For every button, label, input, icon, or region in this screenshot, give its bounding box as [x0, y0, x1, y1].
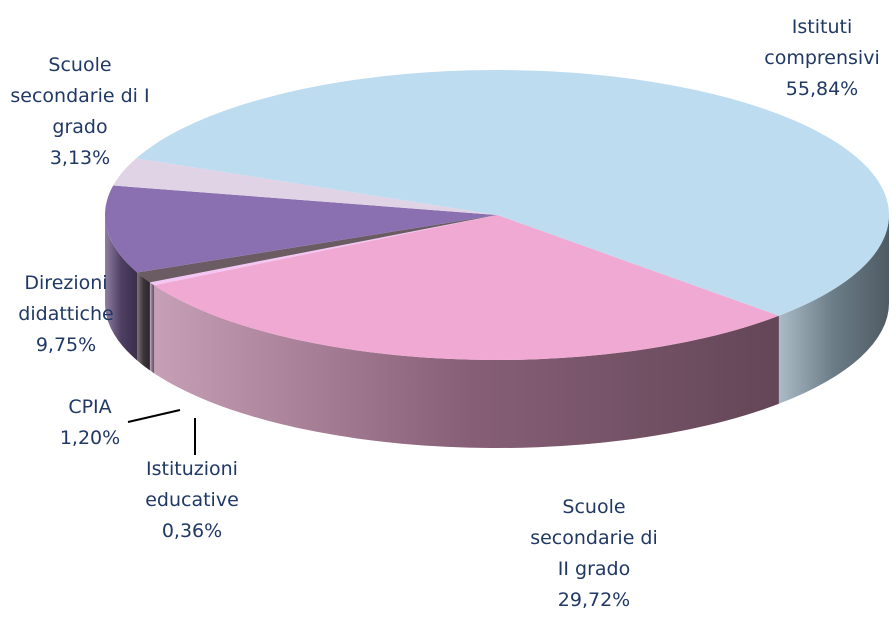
pie-sides	[105, 215, 889, 449]
value-label: 29,72%	[557, 589, 631, 611]
pie-slice	[137, 215, 497, 283]
slice-label: Istituti comprensivi 55,84%	[752, 12, 892, 105]
category-name: CPIA	[68, 396, 112, 418]
pie-slice	[154, 215, 779, 361]
value-label: 9,75%	[35, 334, 97, 356]
slice-label: Direzioni didattiche 9,75%	[1, 268, 131, 361]
category-name: Scuole secondarie di II grado	[530, 496, 658, 580]
pie-side-shade	[149, 282, 155, 374]
category-name: Direzioni didattiche	[18, 272, 114, 325]
pie-side-shade	[137, 272, 150, 371]
pie-side-shade	[778, 215, 889, 404]
category-name: Istituti comprensivi	[764, 16, 880, 69]
pie-side-shade	[105, 215, 138, 361]
slice-label: Scuole secondarie di I grado 3,13%	[10, 50, 150, 174]
category-name: Istituzioni educative	[145, 458, 239, 511]
pie-slice	[113, 158, 497, 215]
value-label: 0,36%	[161, 520, 223, 542]
slice-label: Istituzioni educative 0,36%	[127, 454, 257, 547]
pie-side-shade	[154, 285, 779, 449]
pie-slice	[149, 215, 497, 286]
pie-tops	[104, 70, 889, 361]
slice-label: CPIA 1,20%	[45, 392, 135, 454]
slice-label: Scuole secondarie di II grado 29,72%	[524, 492, 664, 616]
pie-slice	[136, 70, 889, 316]
category-name: Scuole secondarie di I grado	[10, 54, 150, 138]
leader-line	[127, 409, 181, 423]
value-label: 3,13%	[49, 147, 111, 169]
pie-slice	[104, 185, 498, 273]
value-label: 55,84%	[785, 78, 859, 100]
value-label: 1,20%	[59, 427, 121, 449]
